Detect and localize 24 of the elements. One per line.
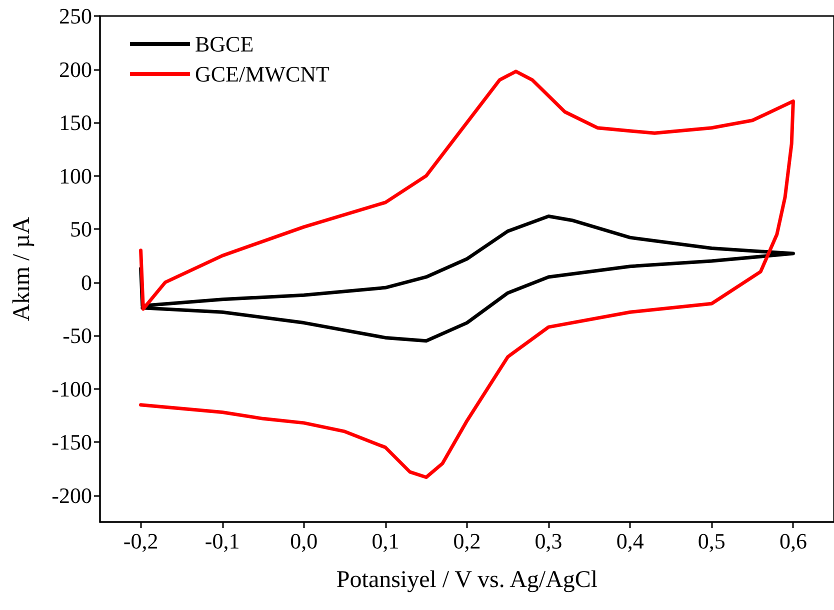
x-tick-label: 0,4 bbox=[616, 528, 644, 554]
y-tick-label: 150 bbox=[59, 110, 92, 136]
x-tick-label: 0,3 bbox=[534, 528, 562, 554]
x-tick-label: -0,2 bbox=[123, 528, 158, 554]
y-tick-label: -50 bbox=[62, 323, 92, 348]
legend-label: GCE/MWCNT bbox=[195, 62, 330, 86]
y-tick-label: 50 bbox=[70, 216, 92, 242]
x-tick-label: 0,6 bbox=[779, 528, 807, 554]
x-tick-label: 0,2 bbox=[453, 528, 481, 554]
y-tick-label: 250 bbox=[59, 4, 92, 28]
x-tick-label: -0,1 bbox=[204, 528, 240, 554]
line-series bbox=[139, 214, 795, 343]
y-tick-label: 100 bbox=[59, 163, 92, 188]
x-tick-label: 0,5 bbox=[698, 528, 726, 554]
y-tick-label: -200 bbox=[52, 482, 92, 508]
x-axis-title: Potansiyel / V vs. Ag/AgCl bbox=[336, 567, 598, 593]
x-tick-label: 0,0 bbox=[290, 528, 318, 554]
y-axis-title: Akım / µA bbox=[9, 216, 35, 322]
y-tick-label: -150 bbox=[52, 430, 92, 455]
y-tick-label: -100 bbox=[52, 376, 92, 402]
y-tick-label: 200 bbox=[59, 56, 92, 82]
y-tick-label: 0 bbox=[81, 270, 92, 295]
x-tick-label: 0,1 bbox=[372, 528, 400, 554]
legend-label: BGCE bbox=[195, 32, 254, 56]
